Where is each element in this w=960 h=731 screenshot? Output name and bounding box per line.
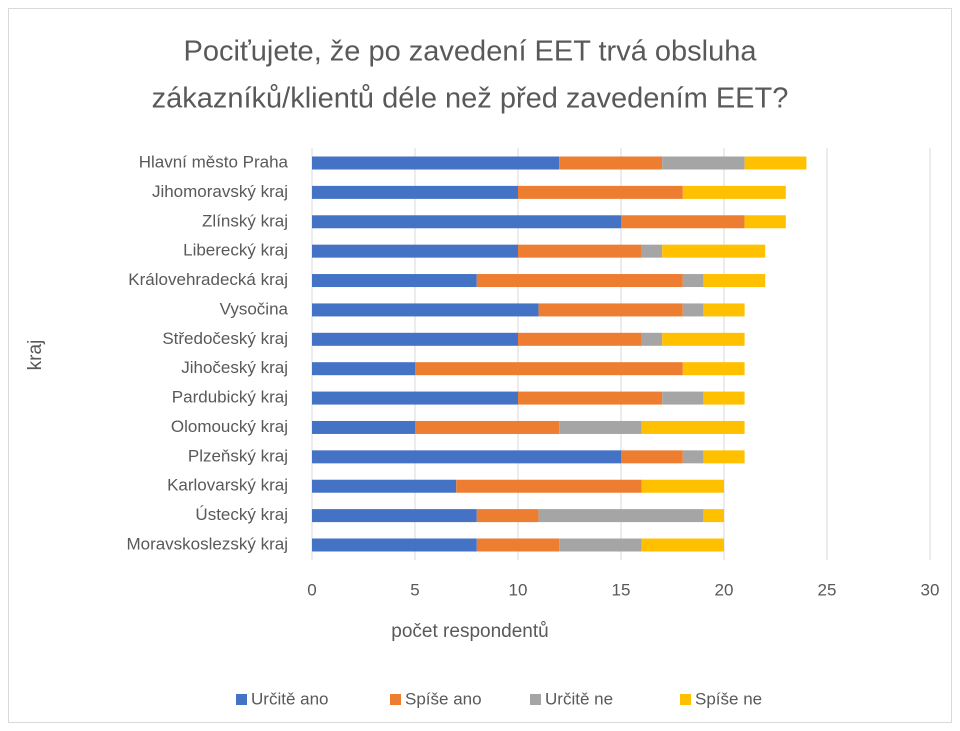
legend-label: Určitě ne: [545, 689, 613, 708]
y-tick-label: Středočeský kraj: [162, 329, 288, 348]
bar-segment: [703, 450, 745, 464]
x-tick-label: 0: [307, 580, 316, 599]
x-tick-label: 10: [509, 580, 528, 599]
x-tick-label: 25: [818, 580, 837, 599]
bar-segment: [703, 274, 766, 288]
bar-segment: [415, 420, 560, 434]
y-tick-label: Hlavní město Praha: [139, 152, 289, 171]
y-tick-label: Pardubický kraj: [172, 388, 288, 407]
chart-title: zákazníků/klientů déle než před zavedení…: [152, 83, 789, 115]
bar-segment: [559, 156, 663, 170]
y-tick-label: Jihočeský kraj: [181, 358, 288, 377]
y-axis-title: kraj: [25, 340, 46, 371]
bar-segment: [312, 479, 457, 493]
bar-segment: [312, 420, 415, 434]
y-tick-label: Olomoucký kraj: [171, 417, 288, 436]
bar-segment: [682, 303, 704, 317]
bar-segment: [703, 391, 745, 405]
bar-segment: [682, 362, 745, 376]
x-axis-title: počet respondentů: [391, 621, 548, 642]
x-tick-label: 20: [715, 580, 734, 599]
legend-swatch: [390, 694, 401, 705]
x-tick-label: 30: [921, 580, 940, 599]
bar-segment: [518, 185, 683, 199]
y-tick-label: Královehradecká kraj: [128, 270, 288, 289]
bar-segment: [641, 420, 745, 434]
bar-segment: [641, 538, 724, 552]
bar-segment: [312, 509, 477, 523]
y-tick-label: Moravskoslezský kraj: [126, 534, 288, 553]
bar-segment: [312, 274, 477, 288]
bar-segment: [559, 538, 642, 552]
bar-segment: [662, 156, 745, 170]
legend-swatch: [236, 694, 247, 705]
x-tick-label: 15: [612, 580, 631, 599]
x-tick-label: 5: [410, 580, 419, 599]
bar-segment: [682, 450, 704, 464]
bar-segment: [641, 479, 724, 493]
bar-segment: [559, 420, 642, 434]
bar-segment: [682, 274, 704, 288]
bar-segment: [312, 362, 415, 376]
bar-segment: [415, 362, 683, 376]
y-tick-label: Vysočina: [220, 299, 289, 318]
bar-segment: [621, 215, 745, 229]
y-tick-label: Jihomoravský kraj: [152, 182, 288, 201]
bar-segment: [641, 332, 663, 346]
bar-segment: [682, 185, 786, 199]
bar-segment: [312, 244, 518, 258]
bar-segment: [703, 303, 745, 317]
bar-segment: [744, 215, 786, 229]
bar-segment: [312, 450, 621, 464]
legend-label: Určitě ano: [251, 689, 328, 708]
bar-segment: [518, 244, 642, 258]
y-tick-label: Zlínský kraj: [202, 211, 288, 230]
bar-segment: [456, 479, 642, 493]
bar-segment: [312, 185, 518, 199]
bar-segment: [703, 509, 724, 523]
y-tick-label: Liberecký kraj: [183, 241, 288, 260]
legend-label: Spíše ano: [405, 689, 482, 708]
bar-segment: [744, 156, 807, 170]
legend-swatch: [680, 694, 691, 705]
bar-segment: [662, 391, 704, 405]
bar-segment: [476, 538, 560, 552]
bar-segment: [538, 509, 704, 523]
bar-segment: [312, 332, 518, 346]
chart-title: Pociťujete, že po zavedení EET trvá obsl…: [184, 36, 758, 68]
bar-segment: [476, 509, 539, 523]
bar-segment: [312, 215, 621, 229]
y-tick-label: Ústecký kraj: [195, 505, 288, 524]
bar-segment: [476, 274, 683, 288]
bar-segment: [518, 332, 642, 346]
bar-segment: [312, 156, 560, 170]
legend-label: Spíše ne: [695, 689, 762, 708]
bar-segment: [312, 303, 539, 317]
bar-segment: [538, 303, 683, 317]
bar-segment: [662, 332, 745, 346]
bar-segment: [312, 391, 518, 405]
bar-segment: [621, 450, 683, 464]
y-tick-label: Karlovarský kraj: [167, 476, 288, 495]
bar-segment: [312, 538, 477, 552]
bar-segment: [641, 244, 663, 258]
y-tick-label: Plzeňský kraj: [188, 446, 288, 465]
bar-segment: [518, 391, 663, 405]
bar-segment: [662, 244, 766, 258]
legend-swatch: [530, 694, 541, 705]
